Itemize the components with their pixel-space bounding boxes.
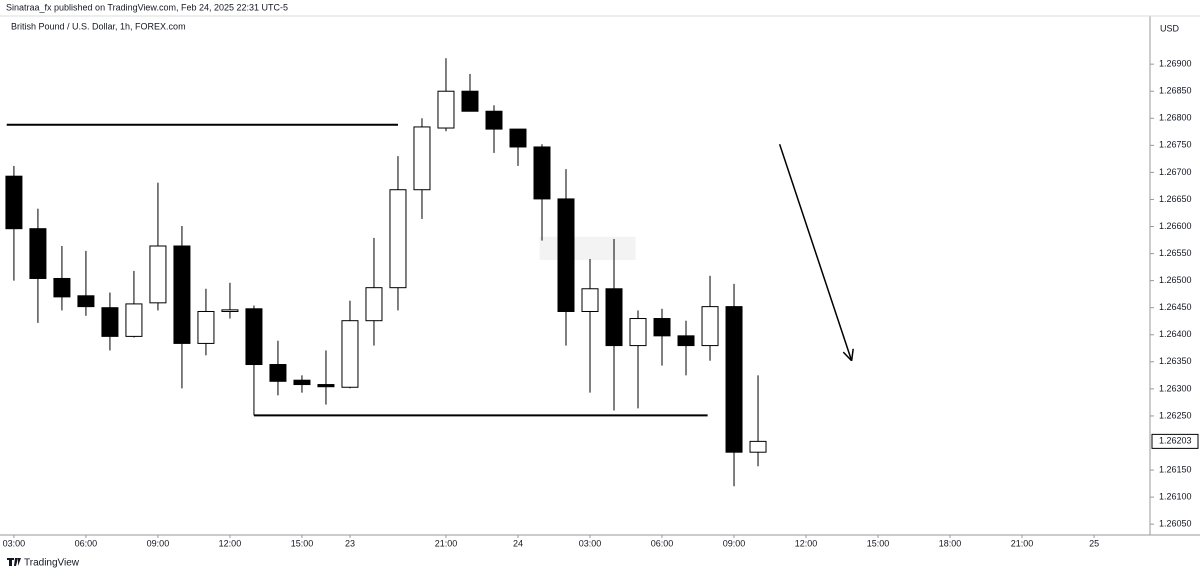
y-tick-label: 1.26500 — [1159, 275, 1192, 285]
candle-body — [173, 245, 191, 344]
last-price-box — [1151, 433, 1199, 449]
candle-body — [677, 335, 695, 347]
candle-body — [701, 306, 719, 347]
candle-body — [533, 146, 551, 200]
x-tick-label: 06:00 — [75, 538, 98, 548]
y-tick-label: 1.26150 — [1159, 464, 1192, 474]
candle-body — [53, 277, 71, 298]
x-tick-label: 15:00 — [291, 538, 314, 548]
y-tick-label: 1.26450 — [1159, 302, 1192, 312]
last-price-label: 1.26203 — [1159, 436, 1192, 446]
footer: TradingView — [24, 558, 80, 569]
y-tick-label: 1.26100 — [1159, 491, 1192, 501]
y-tick-label: 1.26750 — [1159, 140, 1192, 150]
x-tick-label: 06:00 — [651, 538, 674, 548]
x-tick-label: 24 — [513, 538, 523, 548]
candle-body — [509, 128, 527, 148]
y-tick-label: 1.26400 — [1159, 329, 1192, 339]
x-tick-label: 15:00 — [867, 538, 890, 548]
candle-body — [245, 308, 263, 366]
x-tick-label: 12:00 — [795, 538, 818, 548]
candle-body — [269, 364, 287, 382]
y-tick-label: 1.26550 — [1159, 248, 1192, 258]
x-tick-label: 21:00 — [435, 538, 458, 548]
y-tick-label: 1.26700 — [1159, 167, 1192, 177]
candle-body — [101, 307, 119, 337]
publisher: Sinatraa_fx published on TradingView.com… — [6, 2, 288, 12]
candle-body — [461, 90, 479, 112]
candle-body — [581, 288, 599, 312]
x-tick-label: 03:00 — [579, 538, 602, 548]
x-tick-label: 09:00 — [723, 538, 746, 548]
candle-body — [629, 318, 647, 347]
candle-body — [725, 306, 743, 453]
candle-body — [149, 245, 167, 304]
y-tick-label: 1.26350 — [1159, 356, 1192, 366]
candle-body — [197, 310, 215, 344]
candle-body — [389, 189, 407, 289]
arrow-head — [850, 348, 854, 361]
x-tick-label: 25 — [1089, 538, 1099, 548]
candle-body — [221, 309, 239, 312]
y-tick-label: 1.26300 — [1159, 383, 1192, 393]
candle-body — [317, 384, 335, 388]
y-tick-label: 1.26800 — [1159, 113, 1192, 123]
zone — [539, 236, 636, 261]
candle-body — [341, 320, 359, 388]
x-tick-label: 12:00 — [219, 538, 242, 548]
candle-body — [437, 90, 455, 129]
y-tick-label: 1.26600 — [1159, 221, 1192, 231]
arrow — [778, 144, 853, 361]
x-tick-label: 03:00 — [3, 538, 26, 548]
y-tick-label: 1.26250 — [1159, 410, 1192, 420]
candle-body — [413, 126, 431, 191]
y-tick-label: 1.26650 — [1159, 194, 1192, 204]
candle-body — [653, 318, 671, 337]
tv-logo: TradingView — [7, 558, 80, 569]
candle-body — [125, 303, 143, 337]
symbol-title: British Pound / U.S. Dollar, 1h, FOREX.c… — [11, 21, 186, 31]
candle-body — [29, 228, 47, 279]
candle-body — [5, 175, 23, 230]
currency: USD — [1160, 23, 1180, 33]
candle-body — [605, 288, 623, 347]
x-tick-label: 09:00 — [147, 538, 170, 548]
candle-body — [557, 198, 575, 312]
candle-body — [749, 440, 767, 453]
y-tick-label: 1.26850 — [1159, 86, 1192, 96]
x-tick-label: 18:00 — [939, 538, 962, 548]
x-tick-label: 21:00 — [1011, 538, 1034, 548]
x-tick-label: 23 — [345, 538, 355, 548]
arrow-head — [842, 351, 853, 362]
candle-body — [77, 295, 95, 308]
y-tick-label: 1.26050 — [1159, 519, 1192, 529]
candle-body — [365, 287, 383, 322]
y-tick-label: 1.26900 — [1159, 59, 1192, 69]
candle-body — [485, 110, 503, 130]
candle-body — [293, 379, 311, 386]
